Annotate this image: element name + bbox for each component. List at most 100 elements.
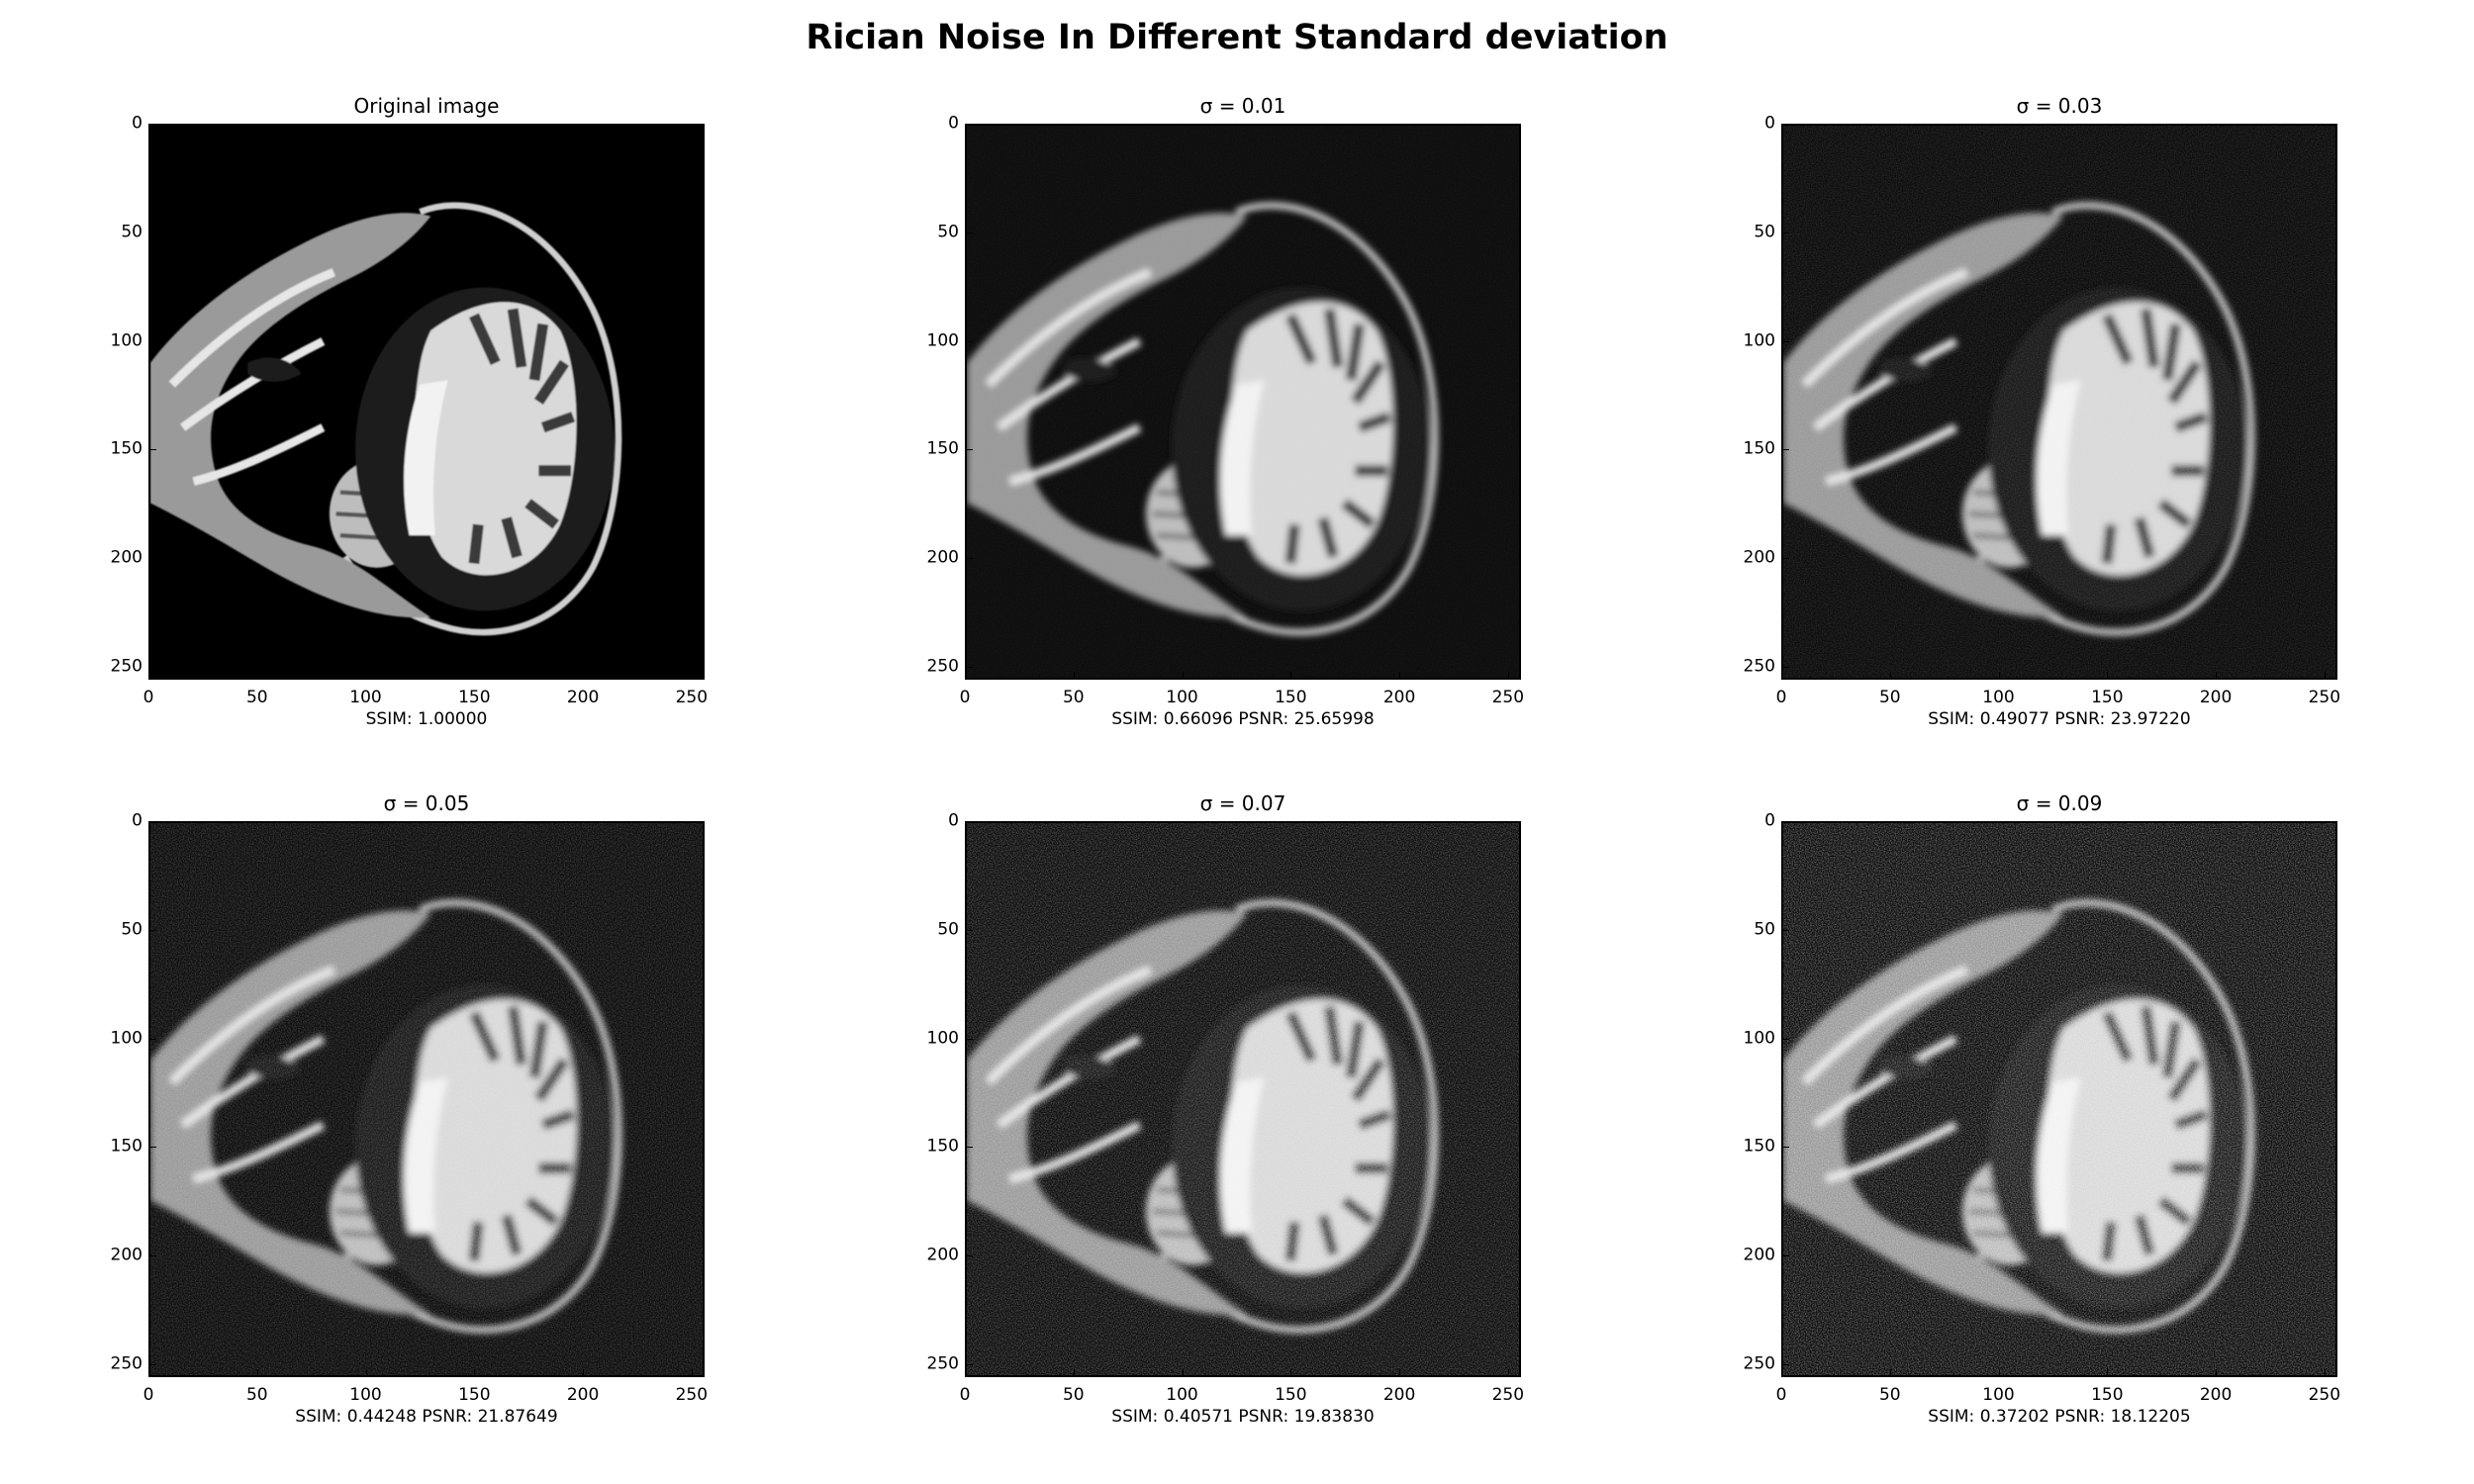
x-tick-label: 200 xyxy=(567,1387,599,1404)
y-tick-label: 150 xyxy=(111,441,143,458)
y-tick-label: 250 xyxy=(1744,658,1775,675)
x-tick-label: 0 xyxy=(1776,690,1787,706)
y-tick-mark xyxy=(1781,1147,1789,1148)
x-tick-label: 50 xyxy=(1063,690,1085,706)
y-tick-mark xyxy=(965,558,973,559)
y-tick-label: 0 xyxy=(132,116,143,133)
image-axes xyxy=(965,821,1521,1377)
x-tick-mark xyxy=(1890,1369,1891,1377)
x-tick-label: 100 xyxy=(1166,690,1197,706)
x-tick-label: 0 xyxy=(1776,1387,1787,1404)
x-tick-mark xyxy=(965,672,966,680)
x-tick-mark xyxy=(1508,1369,1509,1377)
mri-brain-image xyxy=(150,823,703,1375)
figure-title: Rician Noise In Different Standard devia… xyxy=(0,18,2474,57)
image-axes xyxy=(1781,124,2337,680)
y-tick-mark xyxy=(148,558,156,559)
y-tick-mark xyxy=(1781,667,1789,668)
x-tick-mark xyxy=(692,1369,693,1377)
image-panel: σ = 0.03 xyxy=(1633,94,2474,747)
x-tick-label: 150 xyxy=(2091,690,2123,706)
y-tick-label: 50 xyxy=(121,921,143,938)
image-axes xyxy=(148,124,705,680)
image-axes xyxy=(965,124,1521,680)
x-tick-mark xyxy=(1074,1369,1075,1377)
y-tick-mark xyxy=(965,1255,973,1256)
x-tick-mark xyxy=(1890,672,1891,680)
y-tick-mark xyxy=(965,1039,973,1040)
x-tick-label: 100 xyxy=(349,690,381,706)
x-tick-label: 0 xyxy=(143,690,154,706)
x-tick-mark xyxy=(965,1369,966,1377)
x-tick-label: 250 xyxy=(676,1387,708,1404)
x-tick-label: 200 xyxy=(2200,690,2232,706)
panel-title: σ = 0.03 xyxy=(1781,94,2337,118)
x-tick-mark xyxy=(2216,1369,2217,1377)
x-tick-label: 200 xyxy=(2200,1387,2232,1404)
x-tick-label: 150 xyxy=(458,1387,490,1404)
y-tick-mark xyxy=(148,232,156,233)
x-tick-mark xyxy=(692,672,693,680)
y-tick-mark xyxy=(965,449,973,450)
y-tick-label: 50 xyxy=(937,224,959,240)
mri-brain-image xyxy=(150,126,703,678)
x-tick-mark xyxy=(1999,1369,2000,1377)
x-tick-mark xyxy=(1290,1369,1291,1377)
y-tick-mark xyxy=(965,930,973,931)
y-tick-mark xyxy=(1781,558,1789,559)
y-tick-mark xyxy=(148,341,156,342)
y-tick-label: 250 xyxy=(927,1355,959,1372)
x-tick-mark xyxy=(1399,1369,1400,1377)
x-tick-mark xyxy=(1781,1369,1782,1377)
y-tick-label: 200 xyxy=(1744,550,1775,567)
x-tick-mark xyxy=(1508,672,1509,680)
x-tick-mark xyxy=(366,1369,367,1377)
image-panel: σ = 0.09 xyxy=(1633,791,2474,1444)
metrics-caption: SSIM: 0.49077 PSNR: 23.97220 xyxy=(1781,709,2337,729)
y-tick-mark xyxy=(965,667,973,668)
x-tick-mark xyxy=(2107,672,2108,680)
x-tick-mark xyxy=(148,1369,149,1377)
x-tick-mark xyxy=(148,672,149,680)
x-tick-mark xyxy=(257,1369,258,1377)
image-axes xyxy=(1781,821,2337,1377)
x-tick-label: 250 xyxy=(676,690,708,706)
x-tick-mark xyxy=(1999,672,2000,680)
y-tick-mark xyxy=(1781,821,1789,822)
y-tick-label: 150 xyxy=(1744,1139,1775,1156)
y-tick-mark xyxy=(148,124,156,125)
x-tick-label: 200 xyxy=(1383,1387,1415,1404)
y-tick-label: 200 xyxy=(1744,1248,1775,1264)
y-tick-mark xyxy=(965,1364,973,1365)
y-tick-mark xyxy=(1781,341,1789,342)
y-tick-mark xyxy=(965,232,973,233)
metrics-caption: SSIM: 1.00000 xyxy=(148,709,705,729)
x-tick-label: 50 xyxy=(1879,1387,1901,1404)
y-tick-mark xyxy=(965,124,973,125)
y-tick-label: 50 xyxy=(121,224,143,240)
x-tick-label: 100 xyxy=(1166,1387,1197,1404)
y-tick-label: 0 xyxy=(948,116,959,133)
y-tick-mark xyxy=(148,667,156,668)
panel-title: σ = 0.01 xyxy=(965,94,1521,118)
y-tick-mark xyxy=(1781,1255,1789,1256)
y-tick-label: 100 xyxy=(111,332,143,349)
x-tick-label: 250 xyxy=(2309,1387,2340,1404)
y-tick-label: 0 xyxy=(1764,813,1775,830)
metrics-caption: SSIM: 0.66096 PSNR: 25.65998 xyxy=(965,709,1521,729)
y-tick-mark xyxy=(1781,124,1789,125)
y-tick-label: 200 xyxy=(927,1248,959,1264)
x-tick-label: 100 xyxy=(1982,1387,2014,1404)
y-tick-label: 100 xyxy=(927,332,959,349)
x-tick-mark xyxy=(1074,672,1075,680)
x-tick-label: 250 xyxy=(1492,690,1524,706)
y-tick-mark xyxy=(148,1364,156,1365)
y-tick-mark xyxy=(965,821,973,822)
x-tick-label: 100 xyxy=(1982,690,2014,706)
panel-title: Original image xyxy=(148,94,705,118)
x-tick-mark xyxy=(2216,672,2217,680)
x-tick-mark xyxy=(1781,672,1782,680)
y-tick-label: 250 xyxy=(927,658,959,675)
y-tick-label: 150 xyxy=(111,1139,143,1156)
y-tick-mark xyxy=(1781,1039,1789,1040)
